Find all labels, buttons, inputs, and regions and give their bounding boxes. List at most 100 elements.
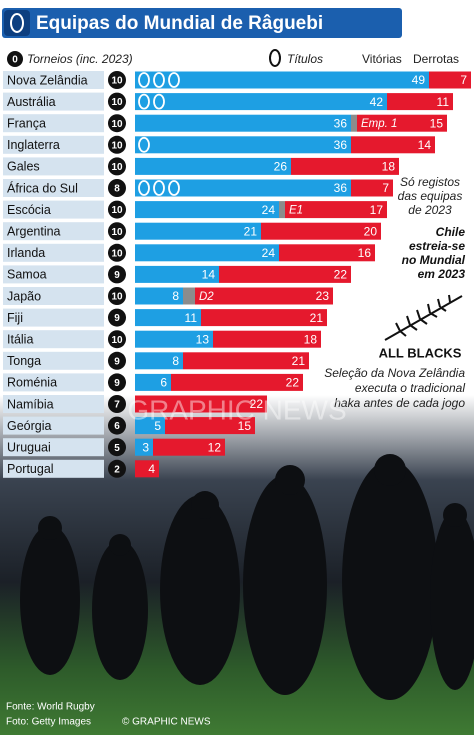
title-icon-ball	[10, 13, 24, 33]
win-bar	[135, 438, 153, 456]
row-label: Samoa	[7, 268, 47, 282]
tournament-count: 8	[114, 184, 120, 195]
loss-value: 17	[370, 203, 384, 217]
loss-value: 15	[238, 419, 252, 433]
tournament-count: 9	[114, 313, 120, 324]
tournament-badge	[108, 157, 126, 176]
tournament-badge	[108, 135, 126, 154]
row-label: Argentina	[7, 224, 61, 238]
tournament-count: 9	[114, 356, 120, 367]
loss-value: 16	[358, 246, 372, 260]
win-bar	[135, 352, 183, 370]
title-icon	[138, 180, 150, 196]
draw-bar	[279, 201, 285, 219]
row-label-bg	[3, 157, 104, 176]
legend-tournaments: Torneios (inc. 2023)	[27, 52, 133, 66]
loss-bar	[135, 395, 267, 413]
fern-icon	[384, 294, 463, 341]
win-value: 13	[196, 332, 210, 346]
note-registos: Só registos das equipas de 2023	[398, 175, 463, 217]
title-icon	[138, 72, 150, 88]
title-icon	[138, 136, 150, 153]
title-icon	[153, 72, 165, 88]
row-label: Portugal	[7, 462, 54, 476]
loss-value: 18	[382, 160, 396, 174]
tournament-count: 10	[111, 76, 123, 87]
win-bar	[135, 330, 213, 348]
win-bar	[135, 265, 219, 283]
row-label: Austrália	[7, 95, 56, 109]
tournament-badge	[108, 351, 126, 370]
loss-value: 20	[364, 224, 378, 238]
loss-bar	[219, 265, 351, 283]
loss-bar	[195, 287, 333, 305]
team-name: ALL BLACKS	[379, 345, 462, 360]
title-icon	[138, 93, 150, 110]
loss-value: 12	[208, 440, 222, 454]
tournament-badge	[108, 287, 126, 305]
row-label-bg	[3, 92, 104, 111]
legend-tournament-sample: 0	[12, 55, 18, 66]
row-label-bg	[3, 265, 104, 284]
win-bar	[135, 93, 387, 111]
loss-value: 22	[334, 268, 348, 282]
win-value: 49	[412, 73, 426, 87]
row-label-bg	[3, 395, 104, 413]
note-chile: Chile estreia-se no Mundial em 2023	[402, 225, 466, 281]
win-value: 24	[262, 246, 276, 260]
loss-value: 15	[430, 116, 444, 130]
title-icon	[168, 180, 180, 196]
row-label: Inglaterra	[7, 138, 60, 152]
loss-value: 4	[148, 462, 155, 476]
row-label: Nova Zelândia	[7, 73, 88, 87]
loss-bar	[213, 330, 321, 348]
win-value: 21	[244, 224, 258, 238]
photo-credit: Foto: Getty Images	[6, 717, 91, 728]
title-icon	[153, 93, 165, 110]
tournament-badge	[108, 459, 126, 478]
note-line: no Mundial	[402, 253, 466, 267]
tournament-badge	[108, 200, 126, 219]
win-value: 42	[370, 95, 384, 109]
loss-bar	[165, 417, 255, 435]
tournament-badge	[108, 330, 126, 349]
tournament-count: 10	[111, 119, 123, 130]
row-label: Uruguai	[7, 440, 51, 454]
legend-titles: Títulos	[287, 52, 323, 66]
row-label-bg	[3, 438, 104, 457]
draw-label: D2	[199, 291, 214, 303]
tournament-count: 7	[114, 400, 120, 411]
tournament-badge	[108, 222, 126, 241]
row-label: Japão	[7, 289, 41, 303]
row-label-bg	[3, 416, 104, 435]
row-label: Roménia	[7, 376, 57, 390]
note-haka: Seleção da Nova Zelândia executa o tradi…	[324, 366, 465, 410]
tournament-badge	[108, 71, 126, 89]
win-bar	[135, 136, 351, 154]
tournament-count: 10	[111, 227, 123, 238]
loss-value: 7	[460, 73, 467, 87]
title-banner	[2, 8, 402, 38]
win-bar	[135, 417, 165, 435]
win-value: 8	[172, 354, 179, 368]
titles-group	[138, 72, 180, 88]
win-value: 36	[334, 138, 348, 152]
row-label-bg	[3, 243, 104, 262]
legend-losses: Derrotas	[413, 52, 459, 66]
win-value: 36	[334, 116, 348, 130]
titles-group	[138, 93, 165, 110]
loss-value: 11	[437, 95, 450, 109]
note-line: Só registos	[400, 175, 460, 189]
title-icon	[168, 72, 180, 88]
title-icon	[153, 180, 165, 196]
copyright: © GRAPHIC NEWS	[122, 717, 211, 728]
title-icon	[4, 10, 30, 36]
draw-bar	[351, 114, 357, 132]
tournament-count: 10	[111, 335, 123, 346]
row-label-bg	[3, 222, 104, 241]
tournament-count: 5	[114, 443, 120, 454]
players-silhouette	[20, 454, 474, 700]
tournament-badge	[108, 243, 126, 262]
